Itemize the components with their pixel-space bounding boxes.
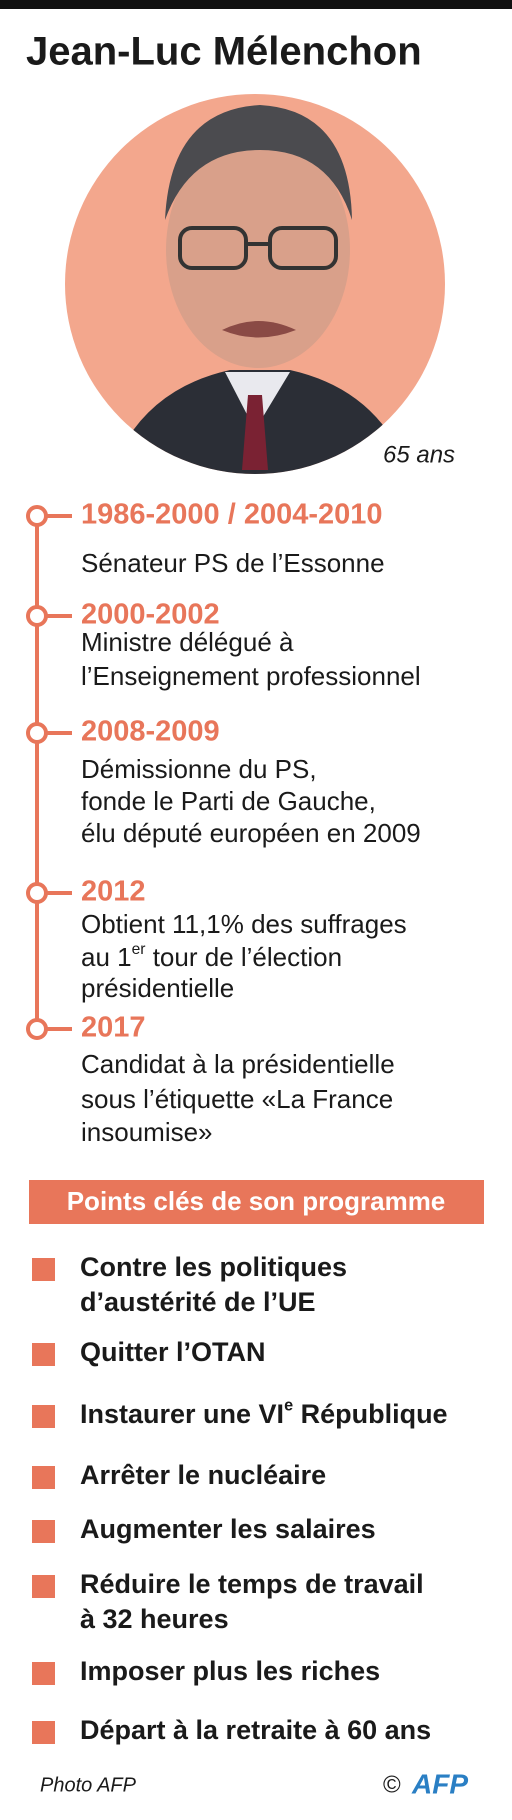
text-line: sous l’étiquette «La France <box>81 1084 393 1114</box>
text-segment: Démissionne du PS, <box>81 754 317 784</box>
text-line: à 32 heures <box>80 1604 229 1634</box>
age: 65 ans <box>383 441 455 468</box>
text-segment: République <box>293 1399 448 1429</box>
timeline-dot <box>26 1018 48 1040</box>
text-segment: Obtient 11,1% des suffrages <box>81 909 407 939</box>
text-line: Contre les politiques <box>80 1252 347 1282</box>
portrait <box>65 94 445 474</box>
text-segment: Quitter l’OTAN <box>80 1337 266 1367</box>
timeline-year: 2017 <box>81 1012 146 1044</box>
bullet <box>32 1575 55 1598</box>
text-line: Ministre délégué à <box>81 627 294 657</box>
text-segment: sous l’étiquette «La France <box>81 1084 393 1114</box>
text-segment: Augmenter les salaires <box>80 1514 376 1544</box>
text-line: Instaurer une VIe​ République <box>80 1397 448 1429</box>
bullet <box>32 1662 55 1685</box>
text-segment: Instaurer une VI <box>80 1399 284 1429</box>
text-segment: Ministre délégué à <box>81 627 294 657</box>
text-segment: Sénateur PS de l’Essonne <box>81 548 385 578</box>
text-line: Départ à la retraite à 60 ans <box>80 1715 431 1745</box>
text-line: fonde le Parti de Gauche, <box>81 786 376 816</box>
text-segment: au 1 <box>81 942 132 972</box>
timeline-year: 2008-2009 <box>81 716 220 748</box>
timeline-dot <box>26 882 48 904</box>
text-line: Candidat à la présidentielle <box>81 1049 395 1079</box>
title: Jean-Luc Mélenchon <box>26 30 422 74</box>
bullet <box>32 1721 55 1744</box>
text-line: l’Enseignement professionnel <box>81 661 421 691</box>
text-line: insoumise» <box>81 1117 213 1147</box>
text-line: Obtient 11,1% des suffrages <box>81 909 407 939</box>
text-segment: insoumise» <box>81 1117 213 1147</box>
text-line: Quitter l’OTAN <box>80 1337 266 1367</box>
text-segment: fonde le Parti de Gauche, <box>81 786 376 816</box>
text-segment: Imposer plus les riches <box>80 1656 380 1686</box>
bullet <box>32 1405 55 1428</box>
timeline-dot <box>26 605 48 627</box>
program-heading: Points clés de son programme <box>67 1186 446 1216</box>
photo-credit: Photo AFP <box>40 1774 137 1796</box>
text-segment: tour de l’élection <box>145 942 342 972</box>
text-line: Augmenter les salaires <box>80 1514 376 1544</box>
text-line: Réduire le temps de travail <box>80 1569 424 1599</box>
bullet <box>32 1520 55 1543</box>
text-segment: Réduire le temps de travail <box>80 1569 424 1599</box>
text-line: d’austérité de l’UE <box>80 1287 316 1317</box>
text-line: au 1er​ tour de l’élection <box>81 941 342 972</box>
text-line: Arrêter le nucléaire <box>80 1460 326 1490</box>
bullet <box>32 1343 55 1366</box>
timeline-dot <box>26 505 48 527</box>
text-segment: d’austérité de l’UE <box>80 1287 316 1317</box>
bullet <box>32 1466 55 1489</box>
text-segment: Départ à la retraite à 60 ans <box>80 1715 431 1745</box>
text-line: Démissionne du PS, <box>81 754 317 784</box>
text-segment: l’Enseignement professionnel <box>81 661 421 691</box>
timeline-year: 1986-2000 / 2004-2010 <box>81 499 383 531</box>
text-segment: Contre les politiques <box>80 1252 347 1282</box>
top-bar <box>0 0 512 9</box>
text-segment: Candidat à la présidentielle <box>81 1049 395 1079</box>
text-segment: élu député européen en 2009 <box>81 818 421 848</box>
text-segment: Arrêter le nucléaire <box>80 1460 326 1490</box>
superscript: e <box>284 1397 293 1415</box>
text-line: Imposer plus les riches <box>80 1656 380 1686</box>
timeline-dot <box>26 722 48 744</box>
timeline-year: 2012 <box>81 876 146 908</box>
superscript: er <box>132 941 146 958</box>
bullet <box>32 1258 55 1281</box>
text-line: Sénateur PS de l’Essonne <box>81 548 385 578</box>
text-segment: à 32 heures <box>80 1604 229 1634</box>
timeline-year: 2000-2002 <box>81 599 220 631</box>
text-segment: présidentielle <box>81 973 234 1003</box>
copyright: © <box>383 1771 401 1798</box>
afp-logo: AFP <box>411 1768 468 1799</box>
program-banner <box>29 1180 484 1224</box>
text-line: élu député européen en 2009 <box>81 818 421 848</box>
text-line: présidentielle <box>81 973 234 1003</box>
